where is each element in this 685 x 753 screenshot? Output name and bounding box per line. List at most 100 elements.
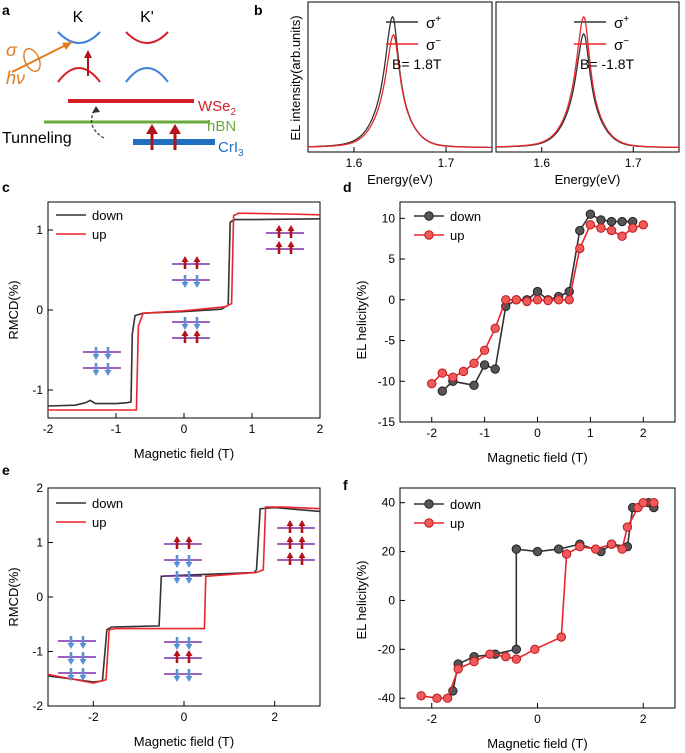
chart-f-point-up	[556, 632, 566, 642]
cri3-spin-arrows-icon	[146, 124, 181, 150]
chart-d-xlabel: Magnetic field (T)	[487, 450, 587, 465]
panel-label-b: b	[254, 2, 263, 18]
chart-f-point-up	[561, 549, 572, 559]
inset-e-zero-bottom-arrowhead-down-icon	[173, 644, 181, 650]
chart-e-ytick-label: 2	[36, 481, 43, 495]
chart-f-point-up	[442, 693, 453, 703]
chart-b-sub2-xtick-label: 1.6	[533, 156, 550, 170]
chart-d-legend-marker-down	[424, 211, 434, 221]
chart-d-point-up	[448, 372, 458, 382]
chart-e-xtick-label: 0	[181, 710, 188, 724]
chart-b-sub1-legend-label-1: σ+	[426, 14, 441, 32]
chart-f-legend-label-down: down	[450, 497, 481, 512]
chart-f-xlabel: Magnetic field (T)	[487, 736, 587, 751]
chart-f-point-up	[530, 644, 540, 655]
chart-e-ytick-label: -1	[32, 645, 43, 659]
inset-e-negative	[58, 636, 96, 681]
chart-d-ytick-label: -5	[384, 334, 395, 348]
chart-d-point-down	[479, 360, 490, 370]
chart-d-ylabel: EL helicity(%)	[354, 281, 369, 360]
chart-c-xtick-label: -2	[43, 422, 54, 436]
chart-d-point-up	[501, 295, 511, 305]
inset-e-zero-top-arrowhead-down-icon	[173, 578, 181, 584]
chart-d-point-up	[606, 225, 617, 236]
hole-spin-arrow-icon	[84, 50, 92, 76]
chart-e-ylabel: RMCD(%)	[6, 567, 21, 626]
chart-d-point-down	[437, 386, 448, 396]
hnu-label: hν	[6, 68, 25, 88]
tunneling-arrowhead-icon	[92, 106, 100, 113]
chart-b-sub1-legend-label-2: σ−	[426, 36, 441, 54]
inset-e-zero-bottom-arrowhead-up-icon	[173, 650, 181, 656]
chart-d-point-up	[575, 243, 585, 254]
inset-c-zero-bottom-arrowhead-up-icon	[193, 330, 201, 336]
kprime-valence-band	[125, 67, 169, 83]
chart-c-xlabel: Magnetic field (T)	[134, 446, 234, 461]
chart-f-ytick-label: 20	[382, 545, 396, 559]
chart-d-point-up	[511, 295, 522, 305]
chart-b-sub2-legend-label-2: σ−	[614, 36, 629, 54]
inset-e-positive-arrowhead-up-icon	[298, 520, 306, 526]
chart-f-ytick-label: 40	[382, 496, 396, 510]
chart-f-point-down	[511, 544, 522, 554]
inset-e-zero-bottom-arrowhead-up-icon	[185, 650, 193, 656]
chart-d-ytick-label: 10	[382, 211, 396, 225]
chart-f-point-down	[532, 546, 543, 557]
chart-c-xtick-label: -1	[111, 422, 122, 436]
chart-d-legend-label-up: up	[450, 228, 464, 243]
inset-c-positive-arrowhead-up-icon	[275, 225, 283, 231]
chart-d-point-up	[458, 366, 469, 377]
chart-c-ytick-label: -1	[32, 383, 43, 397]
inset-e-zero-top-arrowhead-down-icon	[173, 562, 181, 568]
inset-c-negative-arrowhead-down-icon	[104, 354, 112, 360]
chart-c-xtick-label: 1	[249, 422, 256, 436]
inset-c-zero-top-arrowhead-down-icon	[193, 282, 201, 288]
inset-e-zero-top	[164, 536, 202, 584]
chart-f-point-up	[617, 544, 627, 554]
chart-b-sub2-xtick-label: 1.7	[625, 156, 642, 170]
chart-d-point-down	[596, 215, 606, 225]
chart-f-legend-marker-down	[424, 499, 434, 509]
chart-f-ytick-label: -20	[378, 642, 396, 656]
inset-e-negative-arrowhead-down-icon	[67, 643, 75, 649]
chart-e-xtick-label: 2	[271, 710, 278, 724]
chart-d-point-up	[564, 295, 574, 305]
chart-d-point-up	[469, 358, 479, 369]
chart-d-ytick-label: 5	[388, 252, 395, 266]
k-conduction-band	[57, 31, 101, 44]
chart-f-point-up	[575, 541, 585, 552]
chart-b-sub2-series-sigma-plus-line	[496, 32, 680, 149]
inset-c-zero-bottom	[172, 317, 210, 343]
inset-c-positive-arrowhead-up-icon	[287, 241, 295, 247]
chart-d-point-up	[437, 368, 448, 378]
chart-f-point-up	[501, 651, 511, 662]
inset-e-positive-arrowhead-up-icon	[286, 520, 294, 526]
inset-e-negative-arrowhead-down-icon	[67, 659, 75, 665]
valley-kprime-label: K'	[140, 9, 154, 26]
inset-e-positive-arrowhead-up-icon	[298, 536, 306, 542]
chart-c-ylabel: RMCD(%)	[6, 280, 21, 339]
chart-d-ytick-label: -10	[378, 374, 396, 388]
inset-c-zero-top-arrowhead-up-icon	[193, 256, 201, 262]
chart-f-point-up	[469, 656, 479, 667]
tunneling-label: Tunneling	[2, 130, 72, 147]
chart-e-ytick-label: 1	[36, 536, 43, 550]
chart-f-plot-frame	[399, 487, 676, 709]
chart-b: b EL intensity(arb.units) 1.6 1.7 Energy(e…	[254, 1, 680, 187]
chart-d-xtick-label: -2	[426, 426, 437, 440]
chart-d-point-up	[553, 295, 564, 305]
inset-c-negative-arrowhead-down-icon	[104, 370, 112, 376]
inset-c-zero-bottom-arrowhead-down-icon	[181, 324, 189, 330]
chart-f-xtick-label: -2	[426, 712, 437, 726]
chart-b-sub1-xlabel: Energy(eV)	[367, 172, 433, 187]
chart-d-point-up	[490, 323, 500, 333]
chart-b-sub1-plot-frame	[307, 1, 493, 153]
chart-d-point-up	[617, 231, 627, 241]
chart-d-point-down	[490, 364, 500, 374]
chart-d-point-up	[585, 220, 596, 230]
chart-e-xlabel: Magnetic field (T)	[134, 734, 234, 749]
chart-f-legend-label-up: up	[450, 516, 464, 531]
chart-c-series-up-line	[48, 212, 321, 411]
